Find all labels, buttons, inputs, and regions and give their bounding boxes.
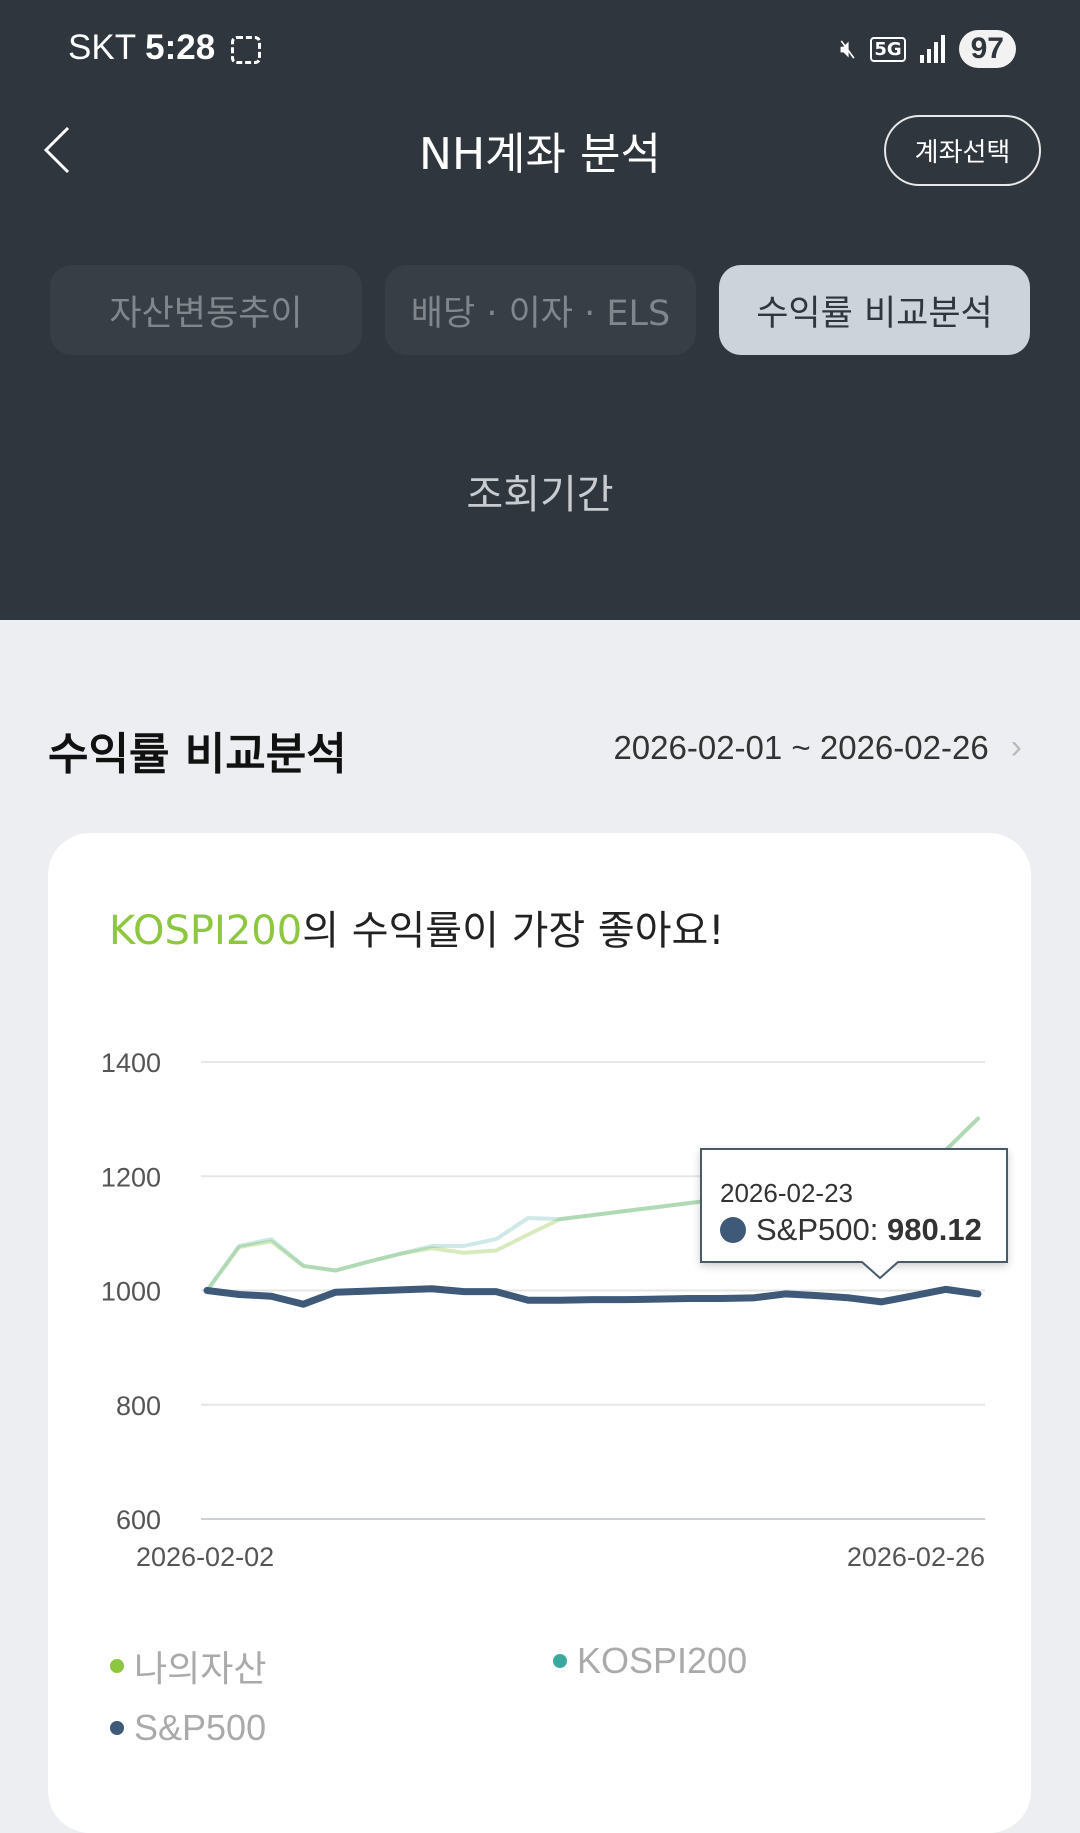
legend-label: 나의자산 [134,1649,267,1690]
screenshot-icon [230,35,261,64]
chart-card [48,833,1031,1833]
legend-label: KOSPI200 [577,1640,748,1681]
x-tick-label: 2026-02-26 [847,1542,985,1572]
network-badge: 5G [870,36,906,62]
date-range: 2026-02-01 ~ 2026-02-26 [613,728,989,766]
status-bar: SKT 5:28 [68,28,261,68]
y-tick-label: 600 [116,1505,161,1535]
battery-indicator: 97 [958,30,1016,68]
y-tick-label: 1400 [101,1048,161,1078]
y-tick-label: 1000 [101,1277,161,1307]
series-dot [720,1217,746,1243]
y-tick-label: 800 [116,1391,161,1421]
headline-text: 의 수익률이 가장 좋아요! [302,908,725,954]
y-tick-label: 1200 [101,1162,161,1192]
chart-tooltip: 2026-02-23 S&P500: 980.12 [700,1148,1008,1263]
tab-asset-trend[interactable]: 자산변동추이 [50,265,362,355]
series-line-2 [203,1285,982,1308]
chevron-right-icon: › [1010,728,1022,766]
mute-icon: 🔇︎ [839,33,857,64]
legend-item-kospi200[interactable]: KOSPI200 [553,1640,747,1682]
page-title: NH계좌 분석 [419,129,661,180]
legend-label: S&P500 [134,1707,267,1748]
clock: 5:28 [145,28,216,67]
tab-dividend-interest-els[interactable]: 배당 · 이자 · ELS [385,265,696,355]
legend-dot [110,1721,124,1735]
tooltip-value: 980.12 [887,1212,982,1247]
status-icons: 🔇︎ 5G 97 [840,30,1016,68]
tooltip-row: S&P500: 980.12 [720,1212,982,1248]
tooltip-pointer [862,1261,898,1280]
section-title: 수익률 비교분석 [48,729,347,780]
line-chart[interactable]: 1400 1200 1000 800 600 2026-02-02 2026-02-26 [0,1020,1080,1590]
legend-item-sp500[interactable]: S&P500 [110,1707,266,1749]
tooltip-date: 2026-02-23 [720,1178,853,1208]
period-label[interactable]: 조회기간 [466,472,614,518]
signal-icon [919,35,945,63]
tab-return-comparison[interactable]: 수익률 비교분석 [719,265,1030,355]
headline: KOSPI200의 수익률이 가장 좋아요! [109,898,724,956]
chevron-left-icon[interactable] [40,120,80,180]
legend-item-my-assets[interactable]: 나의자산 [110,1640,266,1692]
tooltip-series: S&P500 [756,1212,870,1247]
account-select-button[interactable]: 계좌선택 [884,115,1041,186]
headline-highlight: KOSPI200 [109,908,303,954]
legend-dot [553,1654,567,1668]
legend-dot [110,1659,124,1673]
x-tick-label: 2026-02-02 [136,1542,274,1572]
date-range-selector[interactable]: 2026-02-01 ~ 2026-02-26 › [613,728,1022,767]
carrier: SKT [68,28,136,67]
